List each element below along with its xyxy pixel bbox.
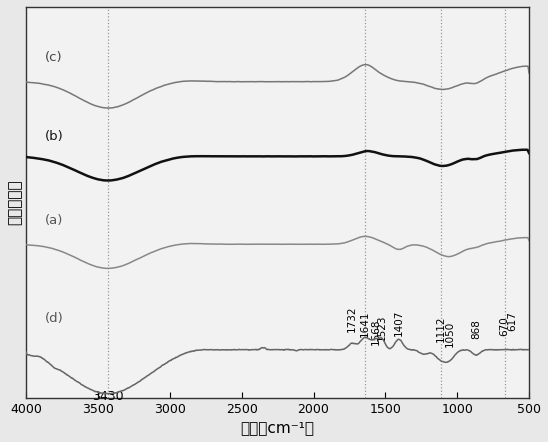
Text: 1407: 1407 bbox=[393, 309, 404, 335]
Text: 1568: 1568 bbox=[370, 319, 380, 345]
Text: 3430: 3430 bbox=[92, 390, 124, 403]
Text: 868: 868 bbox=[471, 319, 481, 339]
Text: 1523: 1523 bbox=[377, 314, 387, 341]
X-axis label: 波数（cm⁻¹）: 波数（cm⁻¹） bbox=[241, 420, 315, 435]
Y-axis label: 相对透光率: 相对透光率 bbox=[7, 180, 22, 225]
Text: (d): (d) bbox=[45, 312, 64, 325]
Text: 617: 617 bbox=[507, 311, 517, 331]
Text: 1050: 1050 bbox=[445, 321, 455, 347]
Text: (a): (a) bbox=[45, 213, 63, 227]
Text: 1112: 1112 bbox=[436, 315, 446, 342]
Text: 670: 670 bbox=[500, 316, 510, 335]
Text: (b): (b) bbox=[45, 130, 64, 143]
Text: 1732: 1732 bbox=[347, 305, 357, 332]
Text: 1641: 1641 bbox=[360, 311, 370, 337]
Text: (c): (c) bbox=[45, 51, 62, 64]
